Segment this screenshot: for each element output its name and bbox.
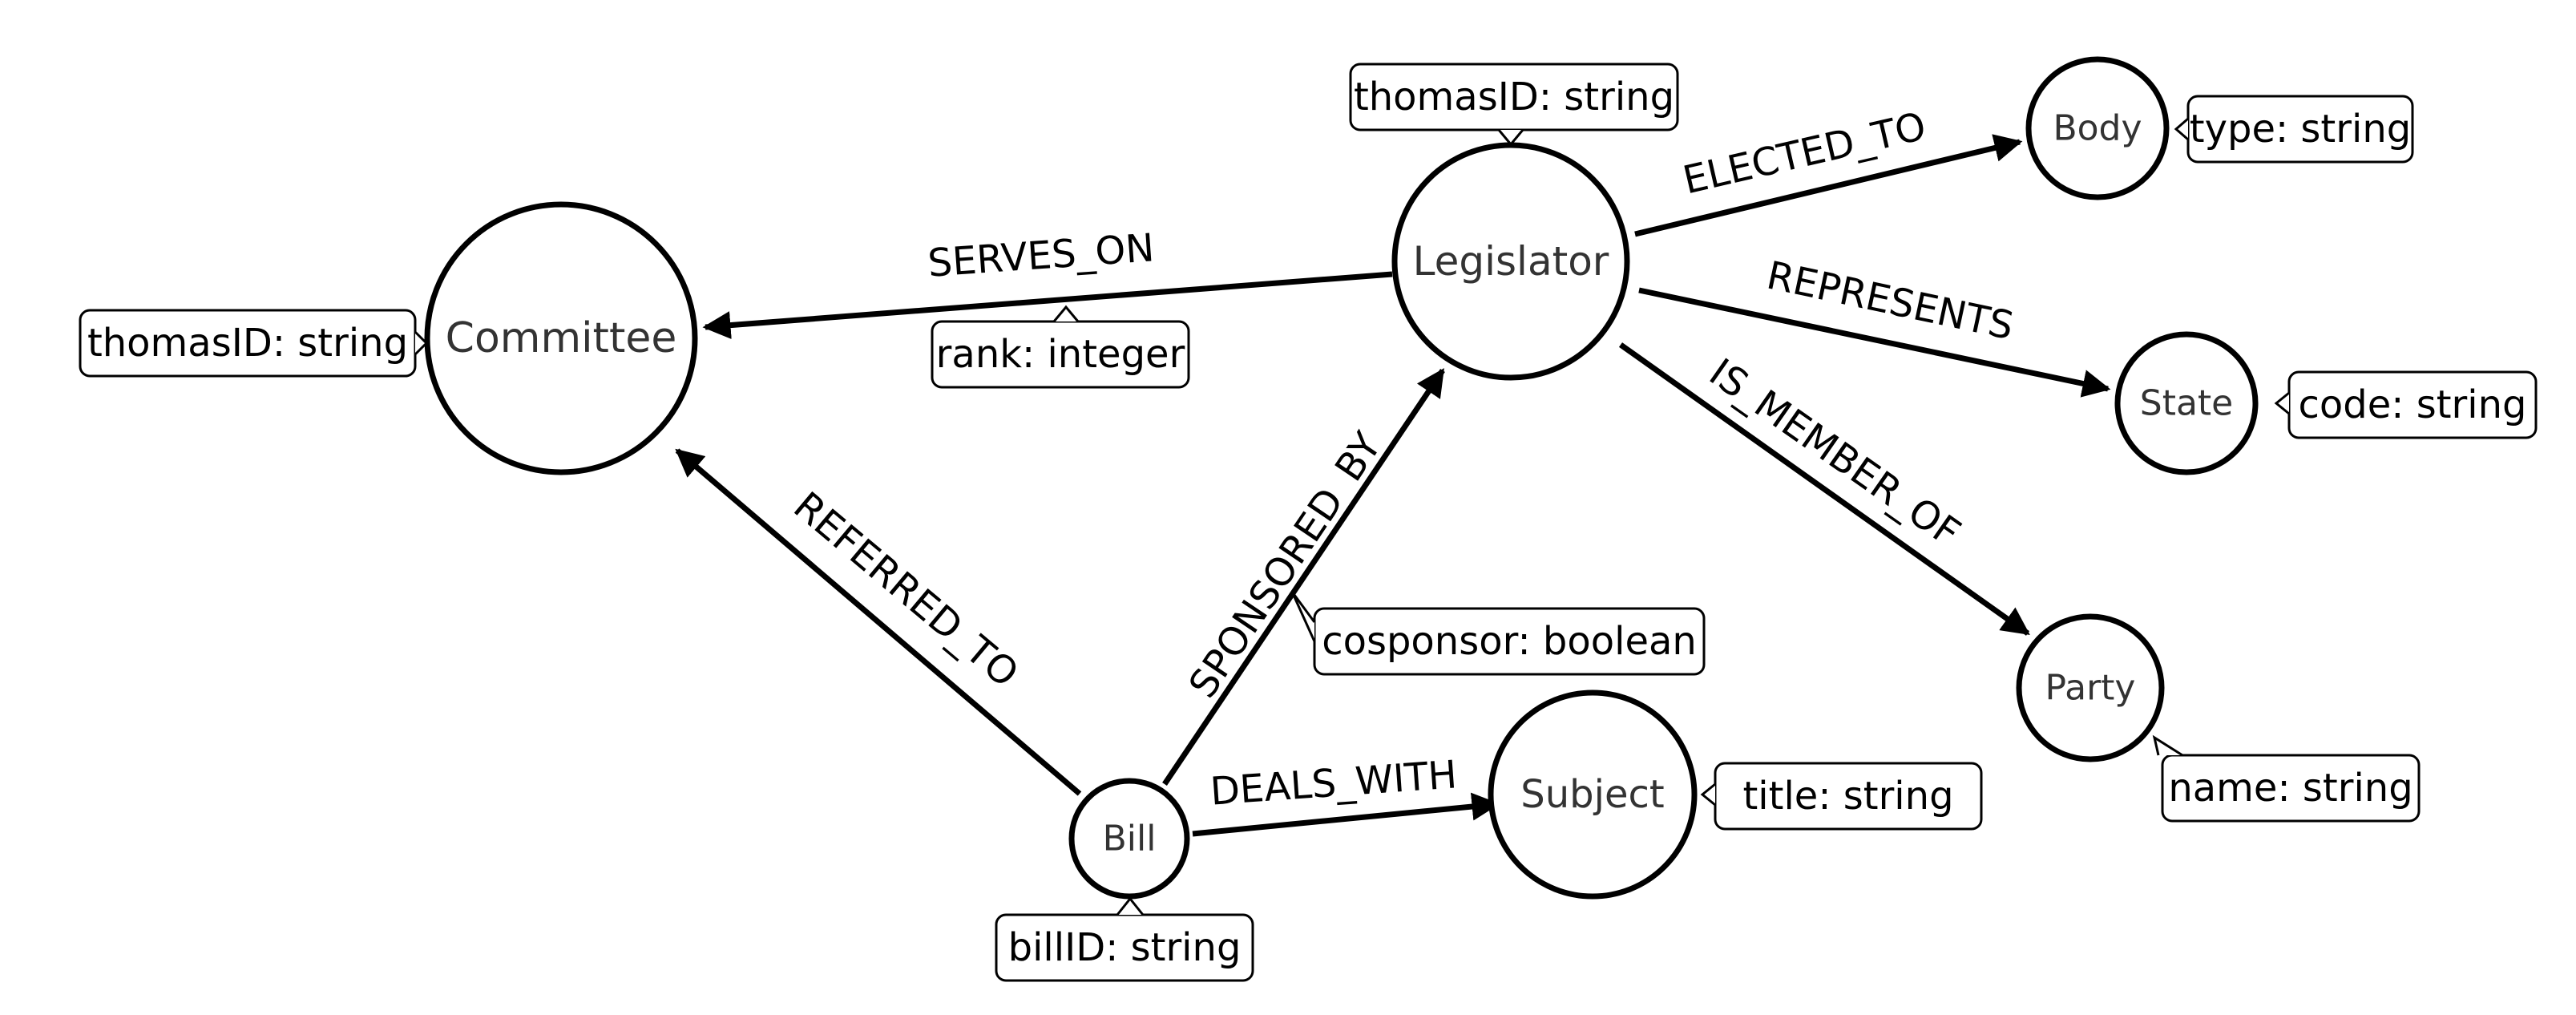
- node-property-state: code: string: [2274, 370, 2538, 439]
- node-property-subject: title: string: [1700, 762, 1983, 831]
- node-property-bill-text: billID: string: [1008, 925, 1242, 970]
- edge-property-serves-on-text: rank: integer: [936, 332, 1185, 377]
- edge-label: DEALS_WITH: [1209, 752, 1459, 814]
- node-circle: [2025, 56, 2170, 200]
- node-property-party: name: string: [2152, 734, 2421, 823]
- edge-arrow: [702, 271, 1393, 340]
- edge-label: REFERRED_TO: [785, 483, 1027, 697]
- edge-arrow: [1634, 134, 2023, 237]
- node-legislator: Legislator: [1391, 142, 1630, 381]
- node-label: Committee: [446, 314, 677, 362]
- edge-property-serves-on: rank: integer: [931, 305, 1190, 389]
- node-circle: [2016, 613, 2165, 762]
- node-label: Bill: [1103, 819, 1157, 859]
- node-subject: Subject: [1488, 689, 1698, 900]
- node-property-legislator-text: thomasID: string: [1354, 75, 1674, 119]
- properties: rank: integer cosponsor: boolean thomasID:…: [79, 63, 2538, 982]
- node-body: Body: [2025, 56, 2170, 200]
- node-property-state-text: code: string: [2299, 382, 2527, 427]
- edge-serves-on: SERVES_ON: [702, 225, 1393, 340]
- node-label: Body: [2053, 108, 2142, 149]
- edge-property-sponsored-by-text: cosponsor: boolean: [1322, 619, 1697, 664]
- node-property-body: type: string: [2174, 95, 2414, 164]
- edge-property-sponsored-by: cosponsor: boolean: [1290, 591, 1706, 676]
- node-circle: [1488, 689, 1698, 900]
- edge-label: REPRESENTS: [1763, 253, 2018, 349]
- node-bill: Bill: [1068, 778, 1190, 900]
- node-label: Party: [2045, 668, 2136, 709]
- node-property-committee: thomasID: string: [79, 309, 429, 378]
- nodes: Committee Legislator Body State Party Bill Sub…: [424, 56, 2259, 900]
- node-state: State: [2114, 331, 2259, 475]
- node-circle: [2114, 331, 2259, 475]
- edges: SERVES_ON ELECTED_TO REPRESENTSIS_MEMBER_O…: [675, 103, 2111, 837]
- edge-arrow: [1618, 342, 2030, 636]
- node-circle: [1068, 778, 1190, 900]
- edge-deals-with: DEALS_WITH: [1192, 752, 1500, 837]
- edge-referred-to: REFERRED_TO: [675, 448, 1082, 796]
- edge-label: ELECTED_TO: [1679, 103, 1930, 203]
- node-label: Legislator: [1413, 238, 1609, 285]
- edge-elected-to: ELECTED_TO: [1634, 103, 2023, 237]
- node-property-bill: billID: string: [995, 896, 1254, 982]
- edge-label: IS_MEMBER_OF: [1701, 350, 1968, 556]
- node-label: State: [2140, 383, 2233, 424]
- edge-label: SERVES_ON: [927, 225, 1156, 286]
- node-committee: Committee: [424, 201, 698, 475]
- edge-arrow: [1162, 368, 1445, 786]
- node-property-legislator: thomasID: string: [1349, 63, 1679, 147]
- node-circle: [424, 201, 698, 475]
- edge-represents: REPRESENTS: [1638, 253, 2111, 398]
- node-property-committee-text: thomasID: string: [87, 321, 408, 366]
- edge-arrow: [1638, 287, 2111, 398]
- edge-arrow: [1192, 792, 1500, 837]
- node-party: Party: [2016, 613, 2165, 762]
- node-property-body-text: type: string: [2190, 107, 2411, 152]
- edge-sponsored-by: SPONSORED_BY: [1162, 368, 1445, 786]
- edge-is-member-of: IS_MEMBER_OF: [1618, 342, 2030, 636]
- node-property-party-text: name: string: [2168, 766, 2412, 811]
- node-label: Subject: [1520, 772, 1664, 817]
- edge-arrow: [675, 448, 1082, 796]
- node-property-subject-text: title: string: [1742, 774, 1953, 819]
